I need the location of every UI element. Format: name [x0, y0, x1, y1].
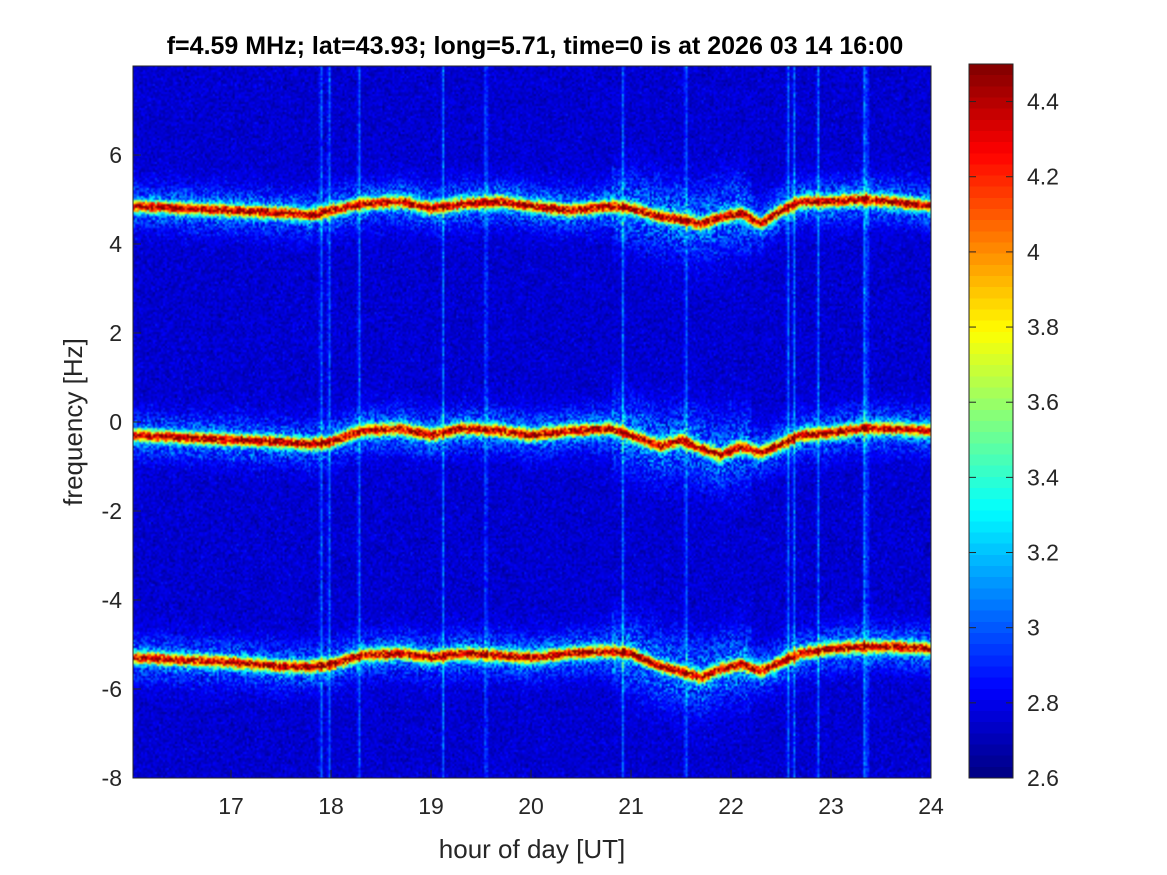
chart-title: f=4.59 MHz; lat=43.93; long=5.71, time=0…: [167, 32, 904, 60]
y-tick-label: -8: [102, 765, 122, 791]
colorbar-tick-label: 3.6: [1027, 389, 1059, 415]
x-tick-label: 19: [418, 793, 444, 819]
x-tick-label: 22: [718, 793, 744, 819]
y-tick-label: -6: [102, 676, 122, 702]
y-axis-ticks: -8 -6 -4 -2 0 2 4 6: [102, 142, 141, 791]
colorbar-tick-label: 3.8: [1027, 314, 1059, 340]
colorbar-tick-label: 4.2: [1027, 164, 1059, 190]
y-axis-label: frequency [Hz]: [58, 338, 88, 506]
x-tick-label: 24: [918, 793, 944, 819]
colorbar-tick-label: 3.4: [1027, 464, 1059, 490]
y-tick-label: 0: [109, 409, 122, 435]
x-tick-label: 21: [618, 793, 644, 819]
spectrogram-heatmap: [133, 66, 931, 778]
colorbar-tick-label: 3: [1027, 615, 1040, 641]
x-tick-label: 23: [818, 793, 844, 819]
x-tick-label: 18: [318, 793, 344, 819]
colorbar-tick-label: 2.8: [1027, 690, 1059, 716]
y-tick-label: 4: [109, 231, 122, 257]
y-tick-label: -4: [102, 587, 123, 613]
y-tick-label: -2: [102, 498, 122, 524]
colorbar-ticks: 2.6 2.8 3 3.2 3.4 3.6 3.8 4 4.2 4.4: [969, 89, 1059, 791]
colorbar-gradient: [969, 64, 1013, 778]
colorbar-tick-label: 4: [1027, 239, 1040, 265]
colorbar-tick-label: 3.2: [1027, 540, 1059, 566]
x-tick-label: 20: [518, 793, 544, 819]
colorbar-tick-label: 2.6: [1027, 765, 1059, 791]
colorbar-tick-label: 4.4: [1027, 89, 1059, 115]
y-tick-label: 6: [109, 142, 122, 168]
x-axis-ticks: 17 18 19 20 21 22 23 24: [218, 770, 944, 819]
x-tick-label: 17: [218, 793, 244, 819]
colorbar: 2.6 2.8 3 3.2 3.4 3.6 3.8 4 4.2 4.4: [968, 63, 1059, 791]
y-tick-label: 2: [109, 320, 122, 346]
x-axis-label: hour of day [UT]: [439, 834, 625, 864]
colorbar-frame: [968, 63, 1014, 779]
